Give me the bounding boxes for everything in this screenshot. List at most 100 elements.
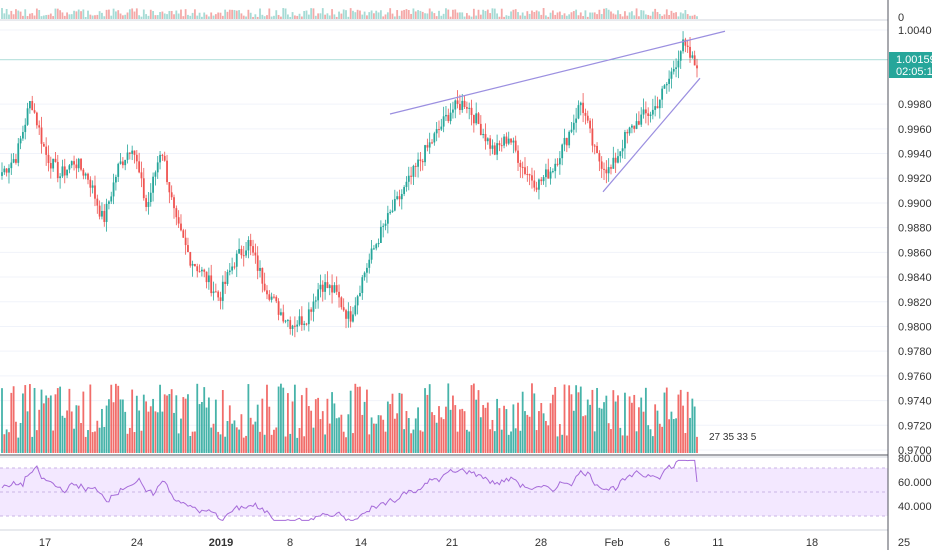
candle-body (289, 320, 292, 329)
date-axis-labels[interactable]: 17 24 2019 8 14 21 28 Feb 6 11 18 25 (39, 537, 910, 549)
top-volume-bar (551, 10, 554, 19)
top-volume-bar (563, 13, 566, 19)
top-volume-bar (77, 9, 80, 19)
volume-bar (142, 394, 145, 453)
top-volume-bar (628, 12, 631, 19)
top-volume-bar (368, 12, 371, 19)
volume-bar (12, 386, 15, 453)
volume-bar (70, 411, 73, 453)
top-volume-bar (542, 8, 545, 19)
top-volume-bar (319, 13, 322, 19)
candle-body (512, 140, 515, 143)
top-volume-bar (503, 16, 505, 19)
volume-bar (440, 417, 443, 453)
top-volume-bar (675, 12, 677, 19)
candle-body (475, 113, 478, 124)
event-markers[interactable]: 27 35 33 5 (709, 432, 757, 443)
top-volume-bar (526, 11, 529, 19)
volume-bar (619, 427, 622, 453)
candle-body (452, 109, 454, 113)
top-volume-bar (63, 15, 66, 19)
volume-bar (489, 429, 492, 453)
volume-bar (644, 387, 647, 453)
date-tick-label: 28 (535, 537, 547, 549)
volume-bar (349, 390, 352, 453)
top-volume-bar (89, 14, 92, 19)
top-volume-bar (231, 9, 234, 19)
candle-body (628, 127, 631, 134)
top-volume-bar (56, 8, 59, 19)
candle-body (5, 168, 8, 173)
top-volume-bar (517, 12, 519, 19)
candle-body (273, 296, 275, 298)
top-volume-bar (489, 13, 492, 19)
price-axis-background (888, 0, 932, 550)
candle-body (245, 250, 247, 256)
volume-bar (366, 389, 368, 453)
candle-body (379, 226, 382, 243)
candle-body (577, 105, 580, 119)
top-volume-bar (398, 15, 401, 19)
candle-body (572, 122, 575, 130)
volume-bar (603, 402, 605, 453)
volume-bar (152, 398, 154, 453)
candle-body (377, 242, 380, 245)
volume-bar (682, 405, 684, 453)
candle-body (679, 51, 682, 61)
volume-bar (117, 385, 120, 453)
volume-bar (435, 422, 438, 453)
volume-bar (5, 429, 8, 453)
trendlines[interactable] (389, 30, 726, 193)
top-volume-bar (514, 9, 517, 19)
volume-bar (68, 388, 71, 453)
top-volume-bar (349, 8, 352, 19)
top-volume-bar (82, 9, 85, 19)
volume-bar (128, 427, 131, 453)
volume-bar (87, 430, 89, 453)
top-volume-bar (484, 11, 487, 19)
volume-bar (331, 392, 333, 453)
volume-bar (24, 385, 27, 453)
candle-body (598, 153, 601, 162)
volume-bar (477, 390, 480, 453)
top-volume-bar (579, 12, 582, 19)
lower-trendline[interactable] (602, 77, 701, 193)
candle-body (101, 210, 103, 217)
upper-trendline[interactable] (389, 30, 726, 115)
candle-body (545, 169, 547, 178)
top-volume-bar (352, 10, 354, 19)
candle-body (31, 101, 34, 111)
volume-bar (447, 383, 450, 453)
candle-body (603, 168, 605, 170)
top-volume-bar (31, 13, 34, 19)
volume-bar (52, 430, 55, 453)
top-volume-bar (259, 8, 261, 19)
top-volume-strip (1, 8, 698, 19)
date-tick-label: 18 (806, 537, 818, 549)
top-volume-bar (121, 15, 124, 19)
top-volume-bar (428, 8, 431, 19)
candle-body (689, 46, 691, 58)
top-volume-bar (379, 10, 382, 19)
volume-bar (221, 390, 224, 453)
top-volume-bar (435, 16, 438, 19)
volume-bar (314, 399, 317, 453)
candle-body (651, 109, 654, 115)
volume-bar (407, 418, 410, 453)
top-volume-bar (614, 14, 617, 19)
event-marker-text: 27 35 33 5 (709, 432, 757, 443)
candle-body (142, 178, 145, 199)
candle-body (656, 106, 659, 109)
top-volume-bar (400, 10, 403, 19)
top-volume-bar (405, 9, 408, 19)
candle-body (556, 163, 559, 165)
candle-body (287, 320, 289, 322)
candle-body (15, 159, 17, 163)
volume-bar (22, 393, 24, 453)
volume-bar (526, 414, 529, 453)
top-volume-bar (300, 16, 303, 19)
